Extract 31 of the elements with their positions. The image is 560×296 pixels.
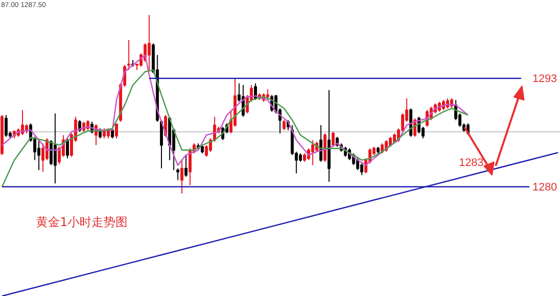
- candlestick: [376, 146, 380, 156]
- candlestick: [54, 112, 57, 184]
- y-tick-label: 1280: [532, 182, 557, 194]
- candlestick: [37, 140, 40, 171]
- candlestick: [160, 120, 163, 169]
- candlestick: [180, 160, 184, 194]
- candlestick: [41, 142, 44, 172]
- candlestick: [356, 158, 360, 171]
- candlestick: [332, 131, 335, 148]
- candlestick: [188, 148, 192, 186]
- candlestick: [311, 140, 314, 166]
- candlestick: [176, 168, 180, 181]
- annotation: 1283: [459, 157, 484, 169]
- candlestick: [360, 162, 364, 176]
- candlestick: [328, 90, 331, 182]
- candlestick: [303, 152, 306, 162]
- y-tick-label: 1293: [532, 73, 557, 86]
- annotation: 黄金1小时走势图: [36, 215, 128, 229]
- candlestick: [184, 154, 188, 178]
- candlestick: [4, 114, 8, 138]
- candlestick: [323, 132, 326, 162]
- candlestick: [0, 114, 4, 156]
- candlestick: [200, 144, 204, 154]
- candlestick: [282, 120, 286, 131]
- candlestick: [148, 14, 151, 71]
- candlestick: [20, 110, 24, 136]
- candlestick: [319, 124, 322, 162]
- candlestick: [266, 88, 270, 99]
- candlestick: [66, 138, 69, 159]
- candlestick: [127, 40, 130, 71]
- candlestick: [114, 122, 118, 139]
